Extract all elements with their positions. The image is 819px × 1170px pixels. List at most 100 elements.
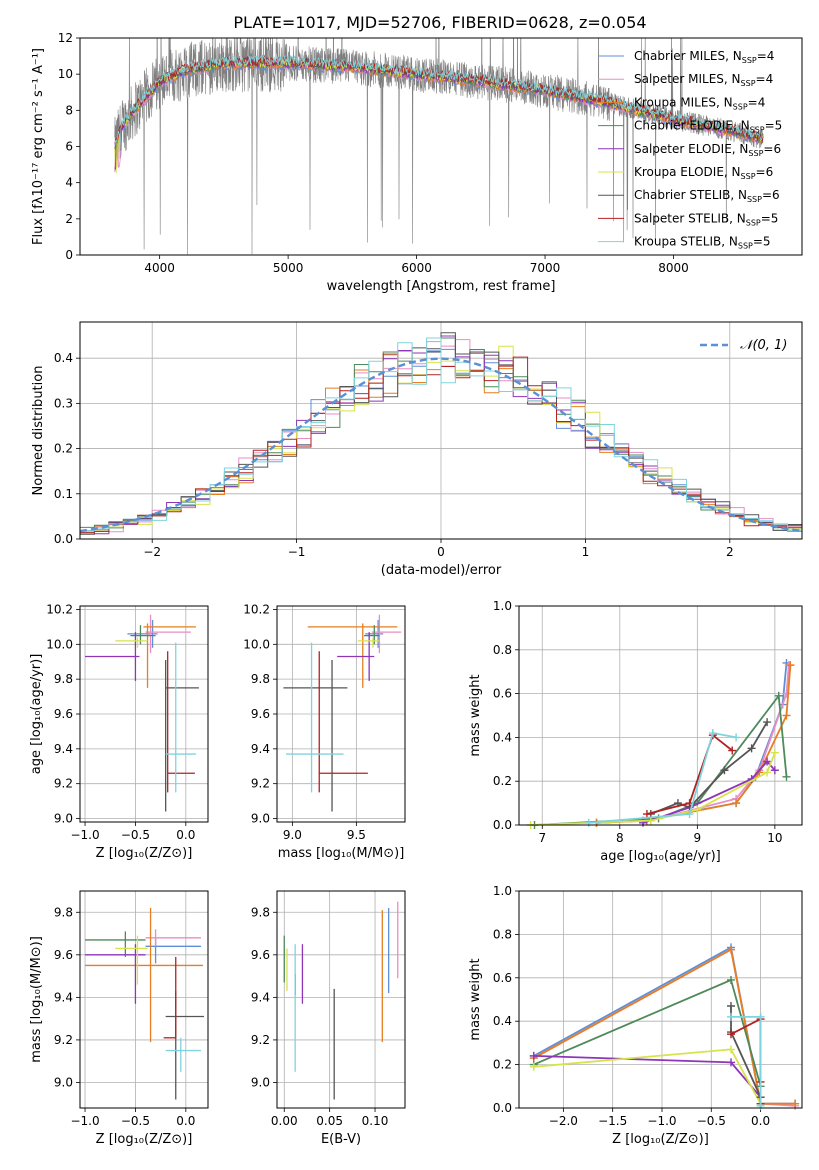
legend-subscript: SSP: [748, 149, 763, 158]
y-tick-label: 9.2: [54, 1033, 73, 1047]
x-tick-label: −0.5: [697, 1114, 726, 1128]
weight-point: [782, 689, 791, 698]
x-axis-label: mass [log₁₀(M/M⊙)]: [278, 846, 405, 861]
legend-entry: Kroupa ELODIE, NSSP=6: [634, 165, 773, 181]
y-axis-label: Flux [fλ10⁻¹⁷ erg cm⁻² s⁻¹ A⁻¹]: [31, 48, 46, 245]
weight-point: [732, 733, 741, 742]
y-tick-label: 12: [58, 31, 73, 45]
y-tick-label: 0.1: [54, 487, 73, 501]
y-tick-label: 8: [65, 103, 73, 117]
residuals-frame: [79, 321, 803, 540]
x-tick-label: 9: [694, 831, 702, 845]
legend-subscript: SSP: [741, 172, 756, 181]
z-weight-frame: [518, 890, 803, 1109]
spectrum-frame: [79, 37, 803, 256]
x-tick-label: 7: [538, 831, 546, 845]
weight-point: [782, 772, 791, 781]
x-tick-label: 7000: [530, 261, 561, 275]
x-tick-label: −1: [288, 545, 306, 559]
y-tick-label: 6: [65, 140, 73, 154]
y-tick-label: 9.2: [251, 1033, 270, 1047]
weight-point: [529, 1062, 538, 1071]
y-axis-label: age [log₁₀(age/yr)]: [29, 654, 44, 775]
y-tick-label: 10.2: [46, 602, 73, 616]
y-tick-label: 9.8: [251, 905, 270, 919]
weight-point: [786, 661, 795, 670]
legend-suffix: =6: [762, 188, 780, 202]
legend-entry: Kroupa MILES, NSSP=4: [634, 95, 765, 111]
x-tick-label: −2.0: [549, 1114, 578, 1128]
legend-suffix: =4: [757, 49, 775, 63]
y-tick-label: 10.0: [243, 637, 270, 651]
x-tick-label: −1.5: [598, 1114, 627, 1128]
x-tick-label: 8: [616, 831, 624, 845]
weight-point: [763, 768, 772, 777]
figure-title: PLATE=1017, MJD=52706, FIBERID=0628, z=0…: [233, 13, 646, 32]
y-tick-label: 9.6: [251, 948, 270, 962]
weight-point: [720, 766, 729, 775]
x-tick-label: 0.05: [316, 1114, 343, 1128]
normal-legend-label: 𝒩(0, 1): [740, 338, 787, 353]
weight-point: [727, 1012, 736, 1021]
y-tick-label: 0: [65, 248, 73, 262]
x-tick-label: 9.5: [347, 828, 366, 842]
weight-point: [727, 1045, 736, 1054]
y-tick-label: 9.6: [54, 707, 73, 721]
y-axis-label: mass weight: [468, 958, 483, 1040]
y-tick-label: 0.0: [493, 818, 512, 832]
legend-subscript: SSP: [750, 126, 765, 135]
y-tick-label: 0.6: [493, 687, 512, 701]
y-tick-label: 4: [65, 176, 73, 190]
x-axis-label: wavelength [Angstrom, rest frame]: [327, 279, 556, 294]
x-tick-label: 2: [726, 545, 734, 559]
legend-entry: Chabrier MILES, NSSP=4: [634, 49, 774, 65]
spectrum-legend: Chabrier MILES, NSSP=4 Salpeter MILES, NS…: [598, 49, 782, 251]
legend-suffix: =5: [753, 235, 771, 249]
ebv-mass-frame: [276, 890, 406, 1109]
weight-point: [727, 1030, 736, 1039]
x-tick-label: 6000: [401, 261, 432, 275]
x-tick-label: −2: [143, 545, 161, 559]
z-age-frame: [79, 605, 209, 823]
y-tick-label: 0.2: [493, 1058, 512, 1072]
legend-entry: Kroupa STELIB, NSSP=5: [634, 235, 771, 251]
legend-suffix: =4: [748, 95, 766, 109]
y-tick-label: 0.4: [493, 730, 512, 744]
ebv-mass-axes: 0.00 0.05 0.10 9.0 9.2 9.4 9.6 9.8 E(B-V): [251, 891, 405, 1147]
y-tick-label: 10.2: [243, 602, 270, 616]
legend-suffix: =5: [765, 119, 783, 133]
weight-point: [770, 748, 779, 757]
x-tick-label: 4000: [144, 261, 175, 275]
weight-point: [584, 818, 593, 827]
x-tick-label: 0: [437, 545, 445, 559]
weight-line: [533, 1055, 762, 1098]
y-tick-label: 9.2: [251, 777, 270, 791]
weight-line: [588, 731, 737, 824]
y-axis-label: Normed distribution: [31, 366, 46, 496]
x-tick-label: −1.0: [70, 1114, 99, 1128]
weight-point: [770, 766, 779, 775]
weight-point: [727, 1058, 736, 1067]
weight-line: [642, 760, 776, 824]
y-tick-label: 9.0: [54, 1075, 73, 1089]
y-tick-label: 0.4: [54, 351, 73, 365]
y-tick-label: 0.0: [54, 532, 73, 546]
legend-suffix: =6: [763, 142, 781, 156]
legend-entry: Salpeter MILES, NSSP=4: [634, 72, 773, 88]
x-tick-label: −1.0: [70, 828, 99, 842]
weight-point: [727, 1002, 736, 1011]
y-tick-label: 0.4: [493, 1014, 512, 1028]
x-tick-label: 0.10: [362, 1114, 389, 1128]
y-tick-label: 9.0: [54, 812, 73, 826]
y-tick-label: 9.4: [54, 742, 73, 756]
y-tick-label: 9.4: [251, 742, 270, 756]
x-tick-label: 9.0: [283, 828, 302, 842]
x-axis-label: E(B-V): [321, 1132, 361, 1147]
legend-subscript: SSP: [741, 79, 756, 88]
weight-line: [534, 693, 788, 825]
weight-point: [791, 1099, 800, 1108]
y-tick-label: 0.3: [54, 396, 73, 410]
z-mass-frame: [79, 890, 209, 1109]
legend-subscript: SSP: [742, 56, 757, 65]
